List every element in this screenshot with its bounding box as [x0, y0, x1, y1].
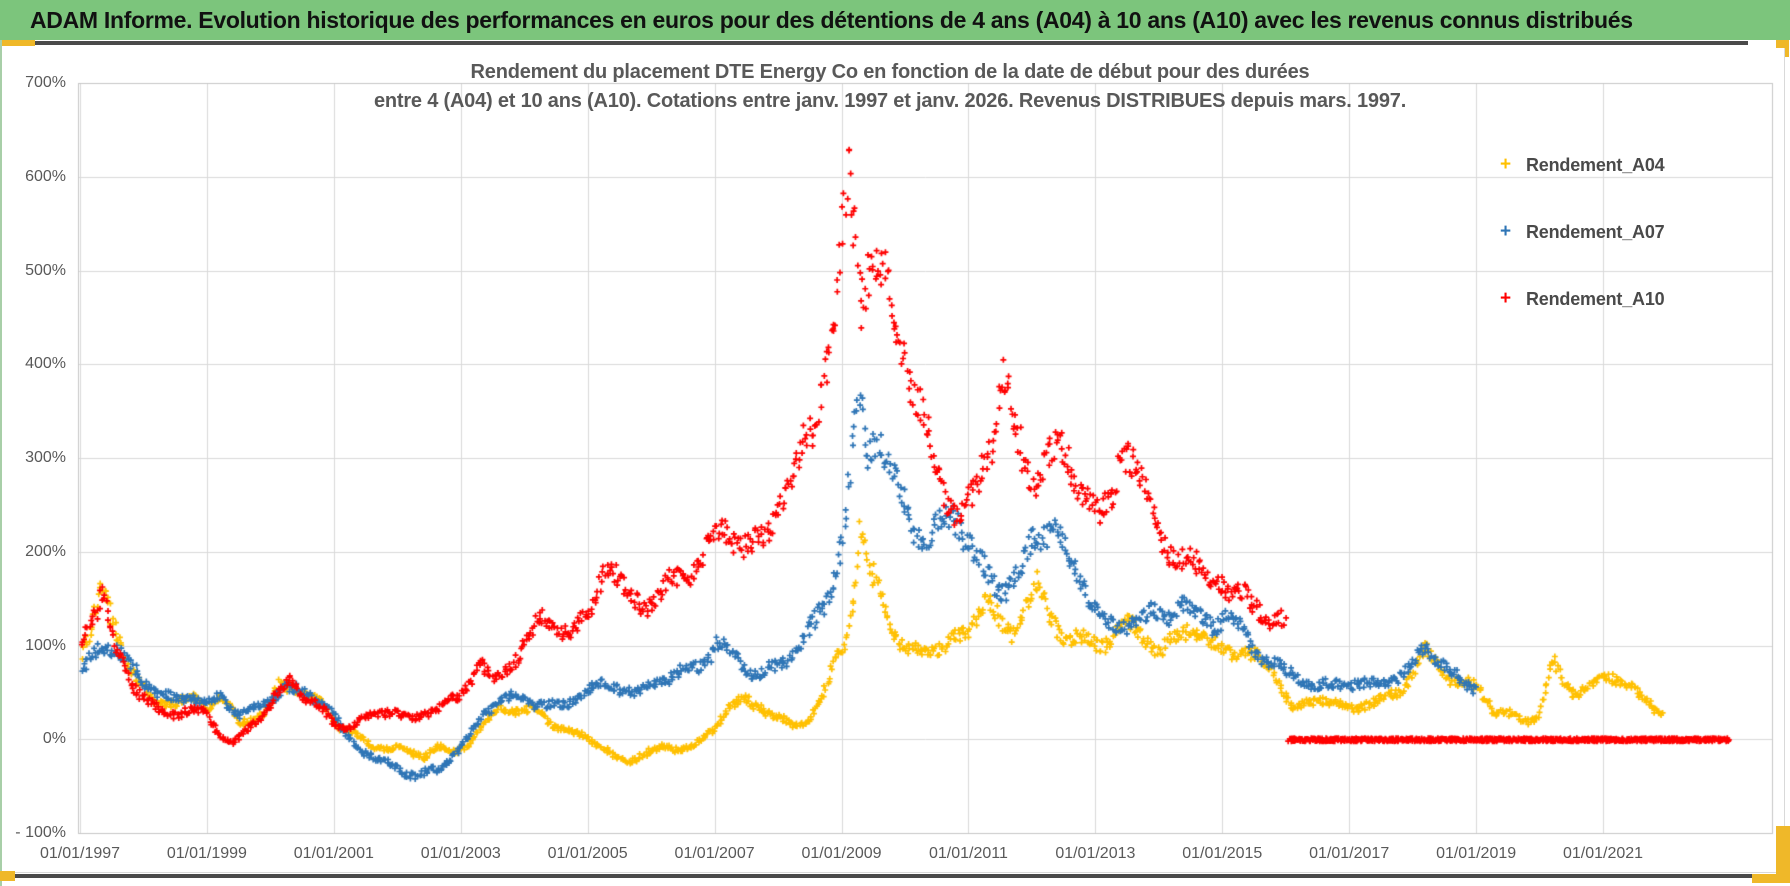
page-bottom-line	[0, 874, 1790, 878]
x-tick-label: 01/01/2017	[1309, 845, 1390, 862]
chart-legend: + Rendement_A04 + Rendement_A07 + Rendem…	[1500, 150, 1665, 351]
x-tick-label: 01/01/2005	[547, 845, 628, 862]
x-tick-label: 01/01/2011	[928, 845, 1008, 862]
accent-bar-right	[1776, 826, 1790, 882]
legend-label: Rendement_A04	[1526, 154, 1665, 175]
legend-label: Rendement_A10	[1526, 288, 1665, 309]
chart-title-line1: Rendement du placement DTE Energy Co en …	[470, 61, 1310, 83]
chart-title-line2: entre 4 (A04) et 10 ans (A10). Cotations…	[373, 90, 1407, 112]
x-tick-label: 01/01/2007	[674, 845, 755, 862]
y-tick-label: 400%	[25, 355, 66, 373]
x-tick-label: 01/01/2015	[1182, 845, 1263, 862]
y-tick-label: 600%	[25, 167, 66, 185]
plus-marker-icon: +	[1500, 154, 1512, 175]
accent-square-bottom-left	[0, 871, 15, 881]
y-tick-label: 100%	[25, 636, 66, 654]
chart-title: Rendement du placement DTE Energy Co en …	[300, 58, 1480, 116]
legend-item-a04: + Rendement_A04	[1500, 150, 1665, 180]
x-tick-label: 01/01/2021	[1562, 845, 1644, 862]
plus-marker-icon: +	[1500, 288, 1512, 309]
x-tick-label: 01/01/2001	[293, 845, 374, 862]
x-tick-label: 01/01/2003	[420, 845, 501, 862]
x-tick-label: 01/01/2013	[1055, 845, 1136, 862]
x-tick-label: 01/01/1999	[166, 845, 247, 862]
x-tick-label: 01/01/2009	[801, 845, 882, 862]
y-tick-label: 300%	[25, 449, 66, 466]
x-tick-label: 01/01/2019	[1436, 845, 1517, 862]
y-tick-label: 0%	[42, 730, 66, 748]
y-tick-label: 200%	[25, 542, 66, 560]
legend-item-a10: + Rendement_A10	[1500, 284, 1665, 314]
x-tick-label: 01/01/1997	[39, 845, 121, 862]
legend-item-a07: + Rendement_A07	[1500, 217, 1665, 247]
legend-label: Rendement_A07	[1526, 221, 1665, 242]
accent-bar-bottom-right	[1752, 874, 1790, 883]
y-tick-label: 500%	[25, 261, 66, 279]
y-tick-label: 700%	[25, 74, 66, 91]
plus-marker-icon: +	[1500, 221, 1512, 242]
y-tick-label: - 100%	[15, 824, 66, 841]
